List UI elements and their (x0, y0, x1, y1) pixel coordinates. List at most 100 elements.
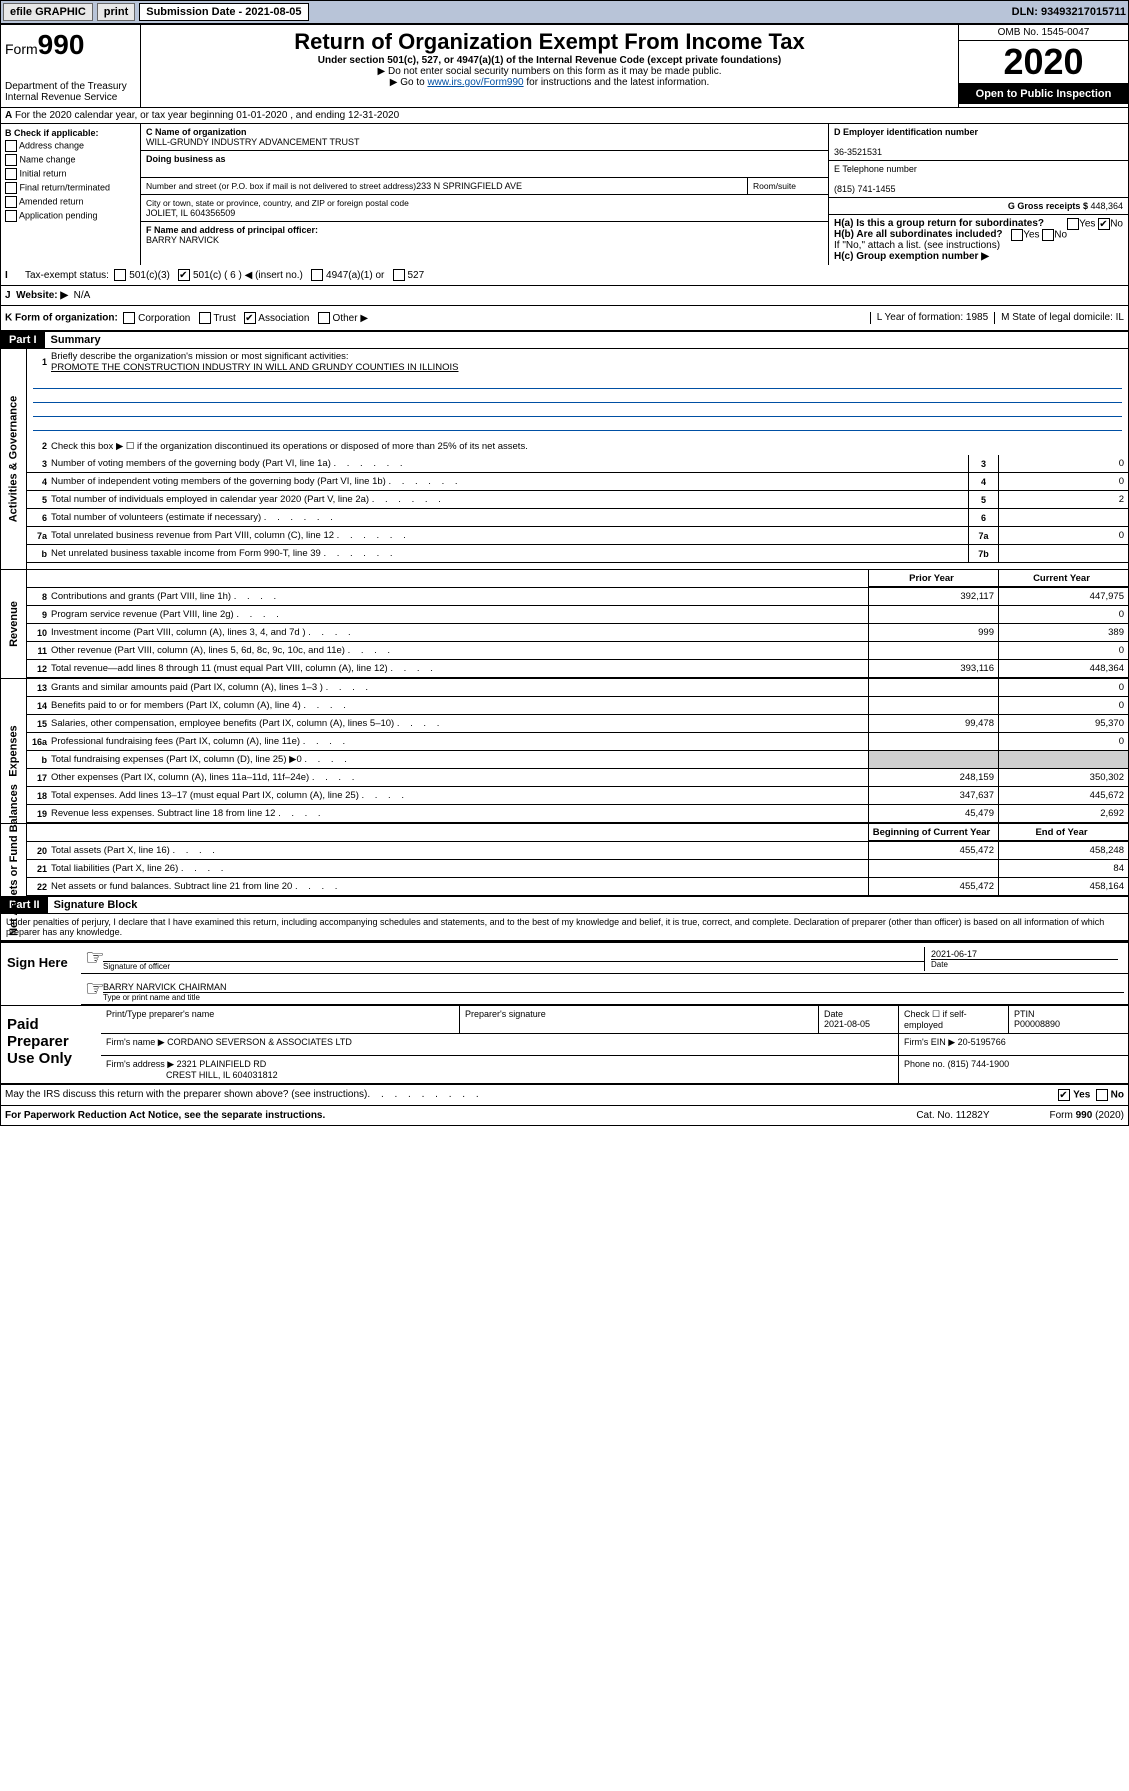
self-emp-check: Check ☐ if self-employed (898, 1006, 1008, 1033)
firm-addr2: CREST HILL, IL 604031812 (166, 1070, 278, 1080)
gross-label: G Gross receipts $ (1008, 201, 1091, 211)
table-row: 22Net assets or fund balances. Subtract … (27, 878, 1128, 896)
firm-name: CORDANO SEVERSON & ASSOCIATES LTD (167, 1037, 352, 1047)
org-form-opt[interactable]: Corporation (123, 313, 198, 324)
checkbox-amended-return[interactable]: Amended return (5, 196, 136, 208)
hb-note: If "No," attach a list. (see instruction… (834, 240, 1123, 251)
table-row: 18Total expenses. Add lines 13–17 (must … (27, 787, 1128, 805)
org-name-label: C Name of organization (146, 127, 823, 137)
sign-date: 2021-06-17 (931, 949, 977, 959)
org-form-opt[interactable]: Other ▶ (318, 313, 377, 324)
table-row: 5Total number of individuals employed in… (27, 491, 1128, 509)
table-row: bTotal fundraising expenses (Part IX, co… (27, 751, 1128, 769)
paid-label: Paid Preparer Use Only (1, 1006, 101, 1083)
cat-no: Cat. No. 11282Y (916, 1110, 989, 1121)
table-row: 6Total number of volunteers (estimate if… (27, 509, 1128, 527)
table-row: 17Other expenses (Part IX, column (A), l… (27, 769, 1128, 787)
hb-label: H(b) Are all subordinates included? (834, 229, 1003, 240)
sidebar-revenue: Revenue (8, 601, 20, 647)
ein-value: 36-3521531 (834, 147, 882, 157)
subtitle-3: ▶ Go to www.irs.gov/Form990 for instruct… (145, 77, 954, 88)
tax-year: 2020 (959, 41, 1128, 84)
part2-title: Signature Block (48, 897, 144, 913)
dln-label: DLN: 93493217015711 (1012, 6, 1126, 18)
table-row: 11Other revenue (Part VIII, column (A), … (27, 642, 1128, 660)
table-row: 10Investment income (Part VIII, column (… (27, 624, 1128, 642)
paperwork-notice: For Paperwork Reduction Act Notice, see … (5, 1110, 325, 1121)
col-prior: Prior Year (868, 570, 998, 587)
tax-status-opt[interactable]: 4947(a)(1) or (311, 270, 392, 281)
sign-name: BARRY NARVICK CHAIRMAN (103, 982, 227, 992)
public-badge: Open to Public Inspection (959, 84, 1128, 104)
subtitle-1: Under section 501(c), 527, or 4947(a)(1)… (145, 55, 954, 66)
org-address: 233 N SPRINGFIELD AVE (416, 181, 522, 191)
table-row: 4Number of independent voting members of… (27, 473, 1128, 491)
declaration: Under penalties of perjury, I declare th… (1, 914, 1128, 941)
submission-date: Submission Date - 2021-08-05 (139, 3, 308, 21)
phone-value: (815) 741-1455 (834, 184, 896, 194)
prep-sig-hdr: Preparer's signature (459, 1006, 818, 1033)
q1-label: Briefly describe the organization's miss… (51, 351, 349, 362)
table-row: 16aProfessional fundraising fees (Part I… (27, 733, 1128, 751)
sign-block: Sign Here ☞ Signature of officer 2021-06… (1, 941, 1128, 1005)
gross-value: 448,364 (1090, 201, 1123, 211)
paid-preparer-block: Paid Preparer Use Only Print/Type prepar… (1, 1005, 1128, 1085)
sign-here-label: Sign Here (1, 943, 81, 1005)
omb-number: OMB No. 1545-0047 (959, 25, 1128, 41)
top-toolbar: efile GRAPHIC print Submission Date - 20… (0, 0, 1129, 24)
form-number: 990 (38, 29, 85, 60)
table-row: 7aTotal unrelated business revenue from … (27, 527, 1128, 545)
discuss-row: May the IRS discuss this return with the… (1, 1085, 1128, 1105)
form-org-row: K Form of organization: Corporation Trus… (1, 306, 1128, 332)
table-row: bNet unrelated business taxable income f… (27, 545, 1128, 563)
firm-addr1: 2321 PLAINFIELD RD (177, 1059, 267, 1069)
box-b: B Check if applicable: Address change Na… (1, 124, 141, 265)
sidebar-expenses: Expenses (8, 725, 20, 776)
section-a: A For the 2020 calendar year, or tax yea… (1, 108, 1128, 124)
table-row: 21Total liabilities (Part X, line 26) . … (27, 860, 1128, 878)
checkbox-final-return-terminated[interactable]: Final return/terminated (5, 182, 136, 194)
efile-label: efile GRAPHIC (3, 3, 93, 21)
subtitle-2: ▶ Do not enter social security numbers o… (145, 66, 954, 77)
prep-name-hdr: Print/Type preparer's name (101, 1006, 459, 1033)
tax-status-opt[interactable]: 501(c) ( 6 ) ◀ (insert no.) (178, 270, 311, 281)
tax-status-opt[interactable]: 501(c)(3) (114, 270, 178, 281)
website-row: J Website: ▶ N/A (1, 286, 1128, 306)
phone-label: E Telephone number (834, 164, 917, 174)
sidebar-governance: Activities & Governance (8, 396, 20, 523)
ein-label: D Employer identification number (834, 127, 978, 137)
ha-label: H(a) Is this a group return for subordin… (834, 218, 1044, 229)
org-name: WILL-GRUNDY INDUSTRY ADVANCEMENT TRUST (146, 137, 360, 147)
sidebar-netassets: Net Assets or Fund Balances (8, 784, 20, 936)
col-beginning: Beginning of Current Year (868, 824, 998, 841)
table-row: 8Contributions and grants (Part VIII, li… (27, 588, 1128, 606)
prep-date: 2021-08-05 (824, 1019, 870, 1029)
year-formation: L Year of formation: 1985 (870, 312, 988, 324)
hc-label: H(c) Group exemption number ▶ (834, 251, 989, 262)
ptin-value: P00008890 (1014, 1019, 1060, 1029)
table-row: 13Grants and similar amounts paid (Part … (27, 679, 1128, 697)
checkbox-application-pending[interactable]: Application pending (5, 210, 136, 222)
officer-name: BARRY NARVICK (146, 235, 219, 245)
org-form-opt[interactable]: Association (244, 313, 318, 324)
col-end: End of Year (998, 824, 1128, 841)
part1-title: Summary (45, 332, 107, 348)
form-header: Form990 Department of the Treasury Inter… (1, 25, 1128, 108)
col-current: Current Year (998, 570, 1128, 587)
state-domicile: M State of legal domicile: IL (994, 312, 1124, 324)
tax-status-opt[interactable]: 527 (393, 270, 433, 281)
checkbox-name-change[interactable]: Name change (5, 154, 136, 166)
dba-label: Doing business as (146, 154, 823, 164)
print-button[interactable]: print (97, 3, 135, 21)
q2-label: Check this box ▶ ☐ if the organization d… (51, 439, 1128, 454)
instructions-link[interactable]: www.irs.gov/Form990 (427, 77, 523, 88)
checkbox-initial-return[interactable]: Initial return (5, 168, 136, 180)
form-prefix: Form (5, 41, 38, 57)
table-row: 19Revenue less expenses. Subtract line 1… (27, 805, 1128, 823)
website-value: N/A (74, 290, 91, 301)
org-city: JOLIET, IL 604356509 (146, 208, 235, 218)
table-row: 20Total assets (Part X, line 16) . . . .… (27, 842, 1128, 860)
org-form-opt[interactable]: Trust (199, 313, 244, 324)
table-row: 14Benefits paid to or for members (Part … (27, 697, 1128, 715)
checkbox-address-change[interactable]: Address change (5, 140, 136, 152)
